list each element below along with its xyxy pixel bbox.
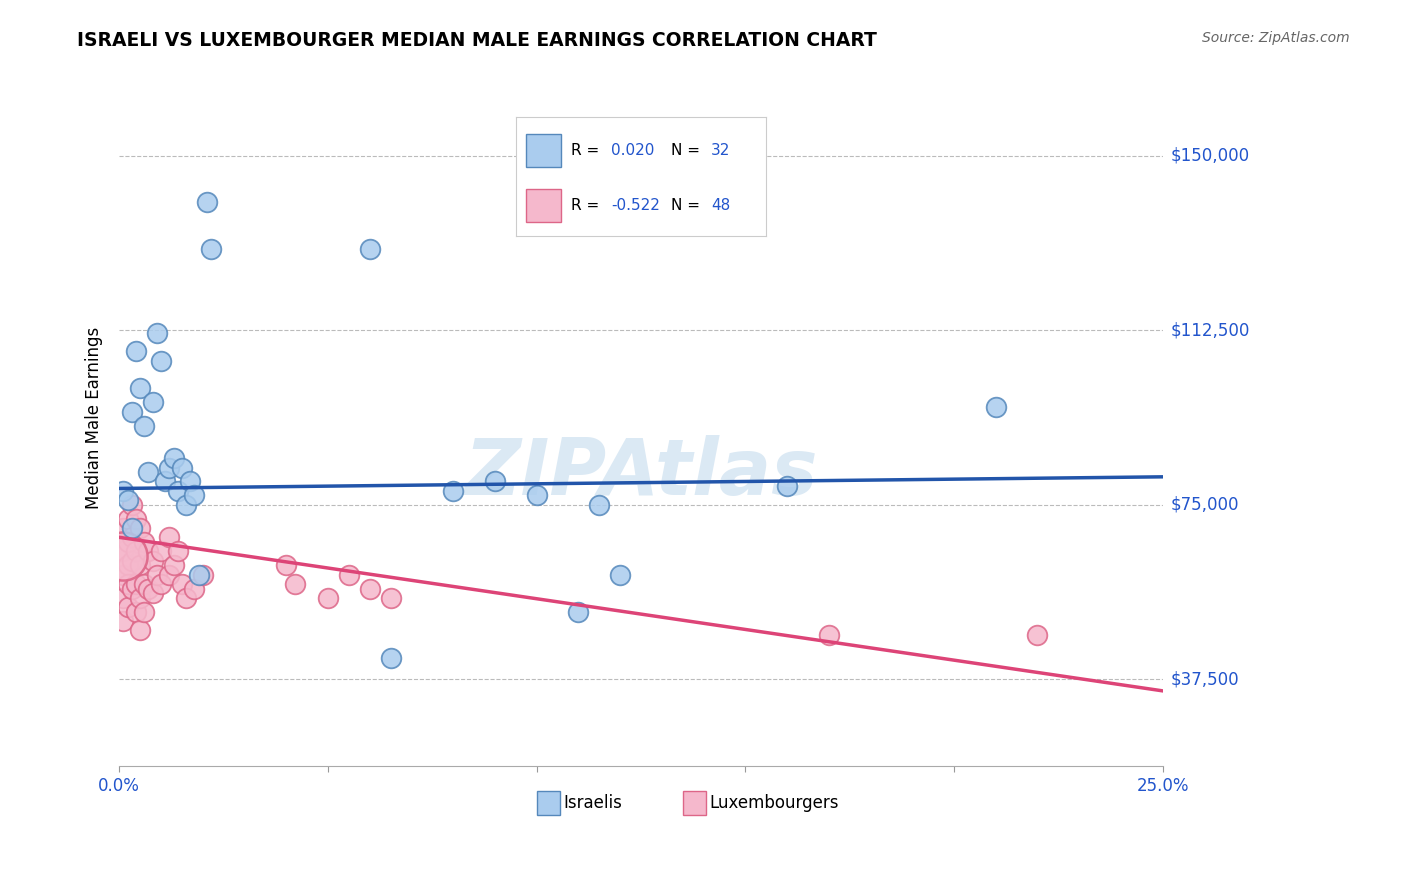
Point [117,558,139,573]
Point [117,535,139,549]
Point [121,498,143,512]
Point [125,512,148,526]
Point [138,544,160,558]
Text: Israelis: Israelis [564,795,623,813]
Point [567,605,589,619]
Point [284,577,307,591]
Point [441,483,464,498]
Point [817,628,839,642]
Text: Luxembourgers: Luxembourgers [710,795,839,813]
Point [380,651,402,665]
Point [121,521,143,535]
Point [183,488,205,502]
Point [134,605,156,619]
Point [162,558,184,573]
Point [316,591,339,605]
Point [117,493,139,508]
Point [112,614,135,628]
Point [121,582,143,596]
Point [125,577,148,591]
Point [112,483,135,498]
Bar [683,791,706,815]
Point [179,475,201,489]
Point [195,195,218,210]
Point [125,544,148,558]
Point [157,460,180,475]
Point [170,577,193,591]
Point [134,418,156,433]
Point [200,242,222,256]
Point [380,591,402,605]
Point [776,479,799,493]
Text: $112,500: $112,500 [1171,321,1250,339]
Point [129,381,152,395]
Bar [537,791,560,815]
Point [337,567,360,582]
Point [187,567,209,582]
Point [125,344,148,359]
Point [112,521,135,535]
Text: $150,000: $150,000 [1171,147,1250,165]
Point [984,400,1007,414]
Point [112,567,135,582]
Point [174,591,197,605]
Point [162,451,184,466]
Point [157,530,180,544]
Point [129,558,152,573]
Point [117,600,139,615]
Point [125,605,148,619]
Point [112,591,135,605]
Point [134,535,156,549]
Point [183,582,205,596]
Point [157,567,180,582]
Point [150,577,173,591]
Point [129,521,152,535]
Point [150,544,173,558]
Point [150,353,173,368]
Point [1026,628,1049,642]
Point [166,483,188,498]
Point [609,567,631,582]
Point [153,475,176,489]
Point [191,567,214,582]
Point [121,553,143,567]
Point [142,553,165,567]
Point [112,544,135,558]
Point [129,591,152,605]
Text: $37,500: $37,500 [1171,670,1240,689]
Point [588,498,610,512]
Point [359,242,381,256]
Point [121,530,143,544]
Point [166,544,188,558]
Y-axis label: Median Male Earnings: Median Male Earnings [86,326,103,508]
Point [138,582,160,596]
Point [142,586,165,600]
Point [121,405,143,419]
Text: ZIPAtlas: ZIPAtlas [464,435,818,511]
Text: ISRAELI VS LUXEMBOURGER MEDIAN MALE EARNINGS CORRELATION CHART: ISRAELI VS LUXEMBOURGER MEDIAN MALE EARN… [77,31,877,50]
Point [134,577,156,591]
Text: $75,000: $75,000 [1171,496,1240,514]
Point [359,582,381,596]
Point [276,558,298,573]
Point [142,395,165,409]
Point [146,567,169,582]
Point [112,549,135,563]
Text: Source: ZipAtlas.com: Source: ZipAtlas.com [1202,31,1350,45]
Point [117,577,139,591]
Point [174,498,197,512]
Point [129,624,152,638]
Point [117,512,139,526]
Point [146,326,169,340]
Point [170,460,193,475]
Point [138,465,160,479]
Point [526,488,548,502]
Point [484,475,506,489]
